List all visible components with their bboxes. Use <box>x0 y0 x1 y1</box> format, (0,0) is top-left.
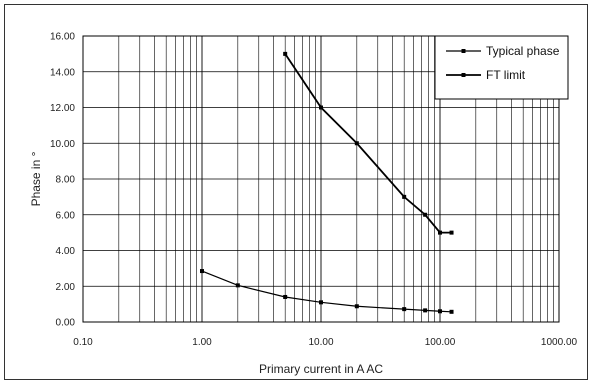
data-point-ft-limit <box>319 105 323 110</box>
series-layer <box>200 51 454 314</box>
x-axis-label: Primary current in A AC <box>259 362 383 376</box>
legend-marker-typical-phase <box>461 49 466 53</box>
data-point-ft-limit <box>354 141 359 146</box>
y-tick-label: 12.00 <box>50 103 75 114</box>
y-tick-label: 16.00 <box>50 32 75 43</box>
data-point-ft-limit <box>402 194 407 199</box>
y-tick-label: 4.00 <box>56 246 76 257</box>
chart-frame <box>4 4 588 380</box>
y-tick-label: 0.00 <box>56 318 76 329</box>
legend-marker-ft-limit <box>461 73 466 77</box>
y-tick-label: 10.00 <box>50 139 75 150</box>
legend-items: Typical phase FT limit <box>446 44 560 82</box>
y-tick-label: 8.00 <box>56 175 76 186</box>
x-tick-label: 1.00 <box>192 337 212 348</box>
plot-area <box>82 35 560 323</box>
data-point-typical-phase <box>235 283 240 288</box>
data-point-ft-limit <box>438 230 442 235</box>
y-tick-labels: 0.00 2.00 4.00 6.00 8.00 10.00 12.00 14.00 16.00 <box>50 32 75 329</box>
y-tick-label: 14.00 <box>50 67 75 78</box>
y-tick-label: 6.00 <box>56 210 76 221</box>
x-tick-label: 1000.00 <box>541 337 578 348</box>
legend: Typical phase FT limit <box>434 35 569 100</box>
data-point-ft-limit <box>283 51 288 56</box>
legend-label: FT limit <box>486 68 526 82</box>
data-point-ft-limit <box>449 230 454 235</box>
data-point-typical-phase <box>449 309 454 314</box>
legend-box <box>434 35 569 100</box>
data-point-ft-limit <box>423 212 428 217</box>
data-point-typical-phase <box>438 309 442 314</box>
data-point-typical-phase <box>319 300 323 305</box>
y-axis-label: Phase in ° <box>29 151 43 206</box>
series-line-typical-phase <box>201 270 452 313</box>
x-tick-label: 0.10 <box>73 337 93 348</box>
x-tick-label: 10.00 <box>308 337 333 348</box>
data-point-typical-phase <box>200 269 204 274</box>
legend-label: Typical phase <box>486 44 560 58</box>
y-tick-label: 2.00 <box>56 282 76 293</box>
data-point-typical-phase <box>354 304 359 309</box>
data-point-typical-phase <box>423 308 428 313</box>
data-point-typical-phase <box>402 307 407 312</box>
data-point-typical-phase <box>283 294 288 299</box>
x-tick-labels: 0.10 1.00 10.00 100.00 1000.00 <box>73 337 577 348</box>
x-tick-label: 100.00 <box>425 337 456 348</box>
